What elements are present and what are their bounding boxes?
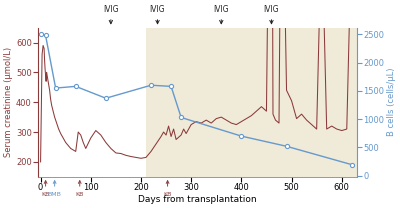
Text: KB: KB xyxy=(76,181,84,197)
X-axis label: Days from transplantation: Days from transplantation xyxy=(138,195,257,204)
Text: BMB: BMB xyxy=(48,181,62,197)
Text: IVIG: IVIG xyxy=(214,5,229,24)
Y-axis label: Serum creatinine (µmol/L): Serum creatinine (µmol/L) xyxy=(4,47,13,157)
Text: IVIG: IVIG xyxy=(150,5,165,24)
Text: KB: KB xyxy=(163,181,172,197)
Text: KB: KB xyxy=(42,181,50,197)
Bar xyxy=(146,28,357,177)
Text: IVIG: IVIG xyxy=(264,5,279,24)
Text: IVIG: IVIG xyxy=(103,5,119,24)
Y-axis label: B cells (cells/µL): B cells (cells/µL) xyxy=(387,68,396,136)
